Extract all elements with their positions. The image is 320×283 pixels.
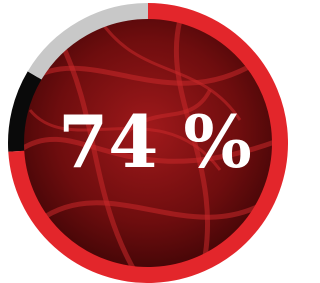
percent-label: 74 % xyxy=(58,99,252,184)
chart: 74 % xyxy=(0,0,288,283)
